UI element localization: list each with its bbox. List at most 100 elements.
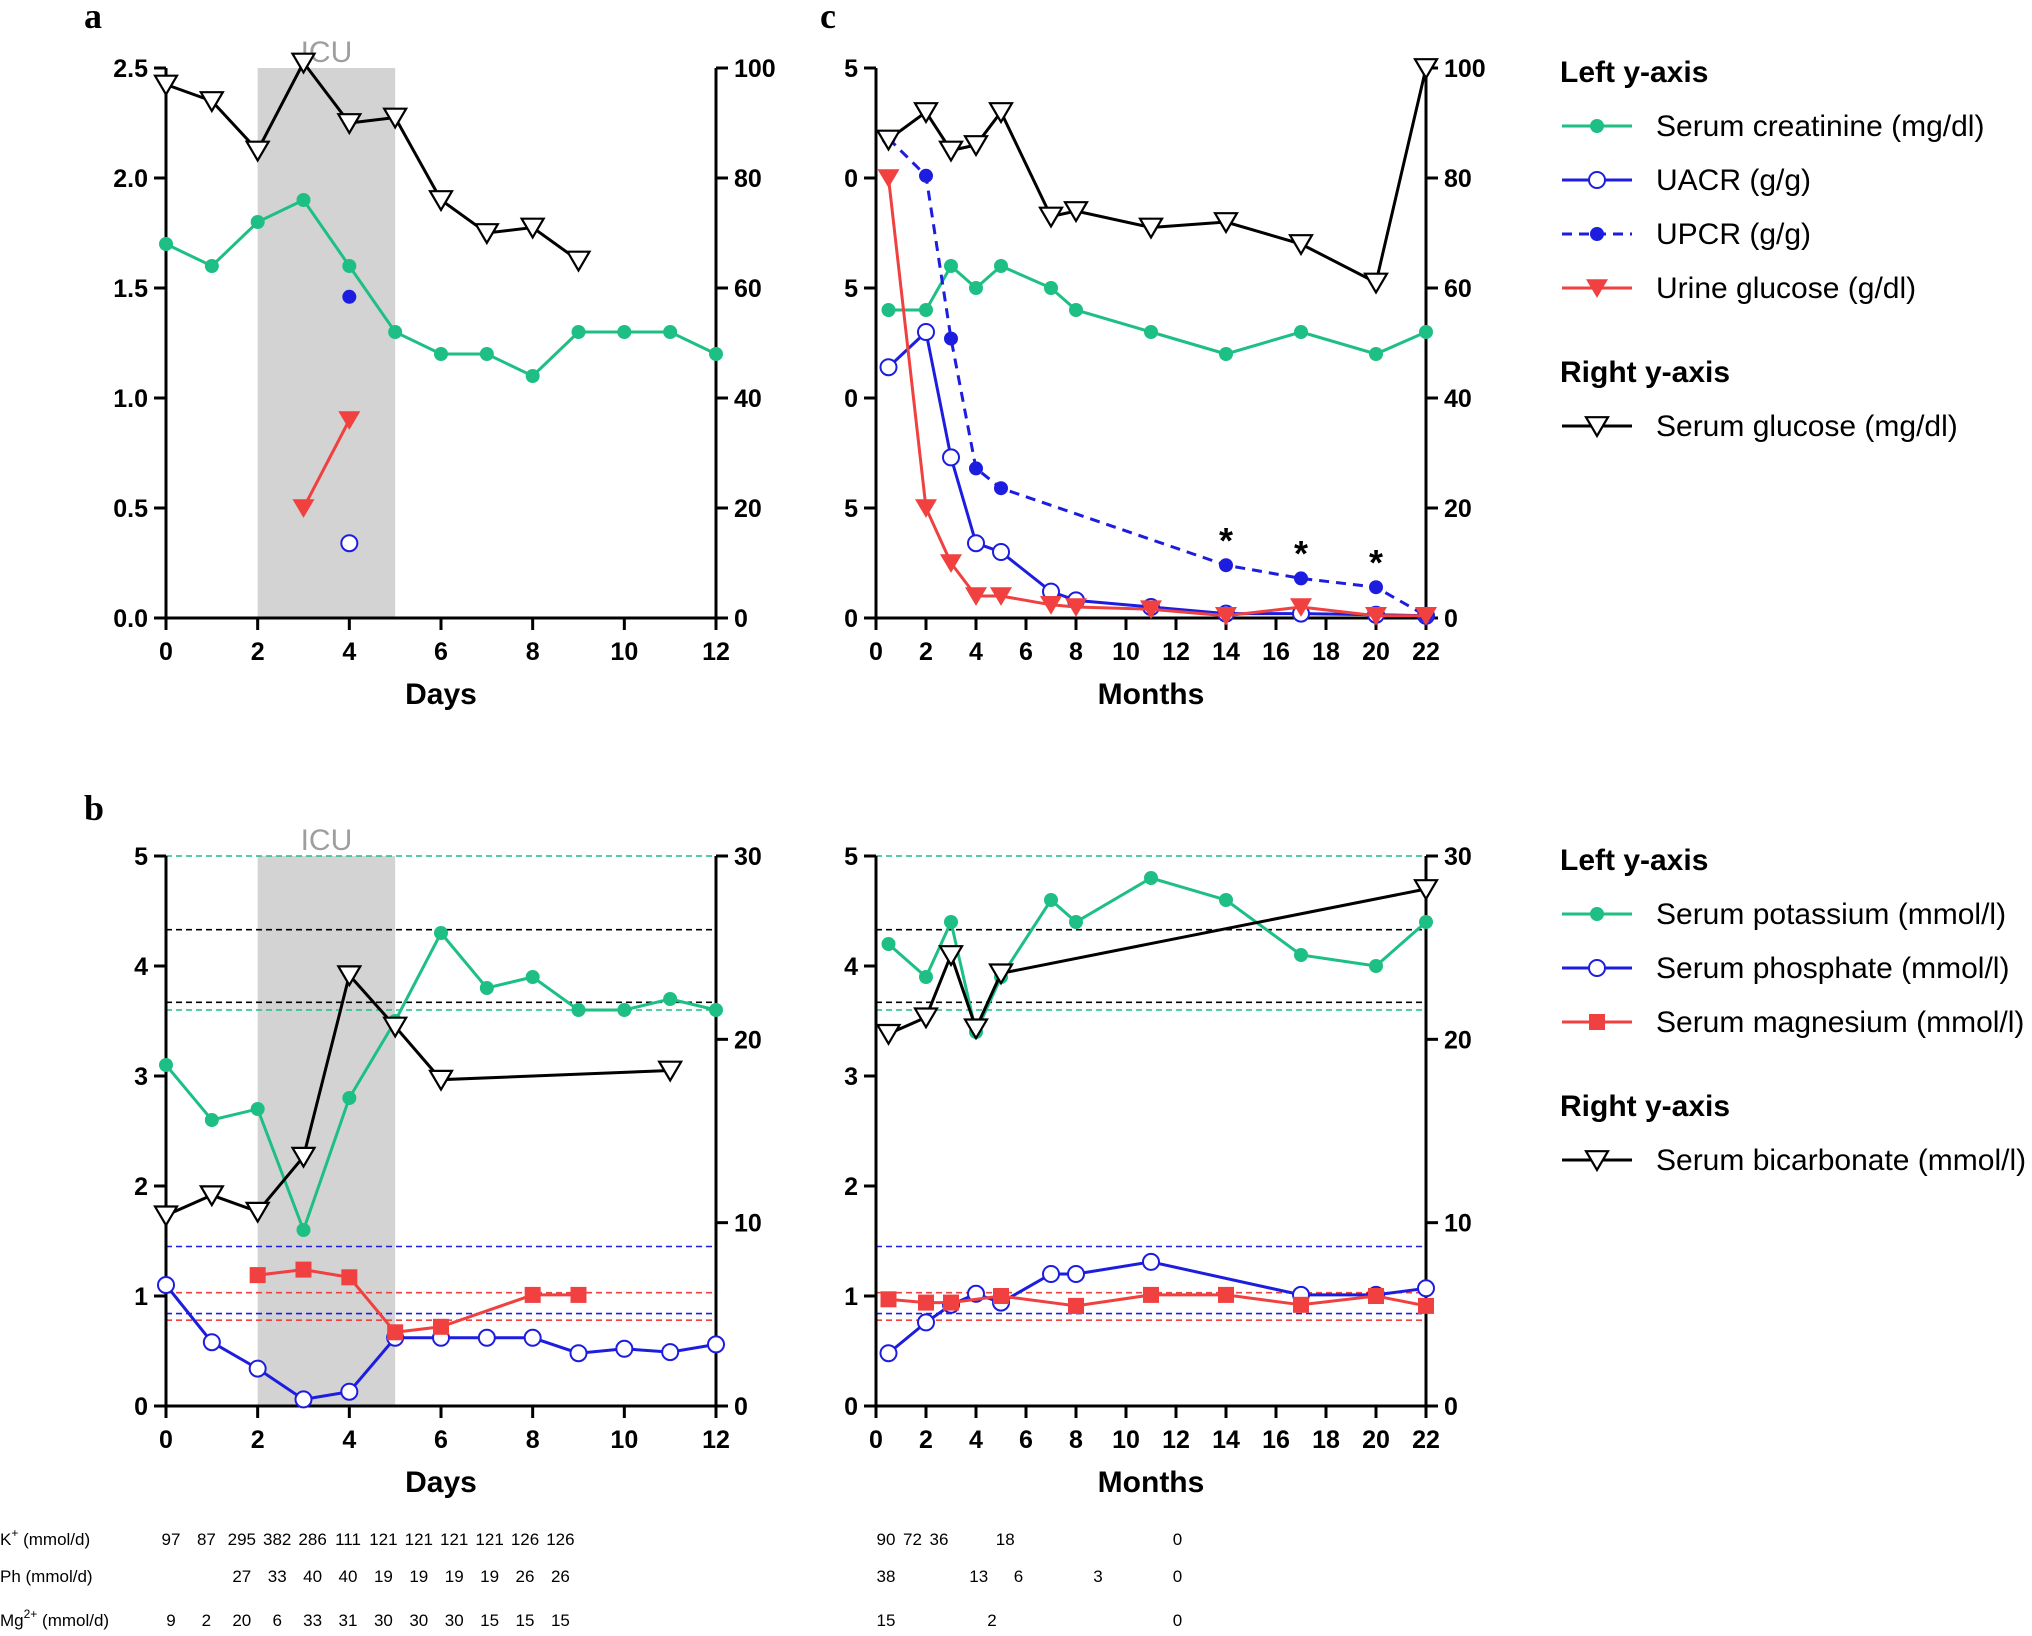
legend-item-label: Serum bicarbonate (mmol/l) xyxy=(1656,1144,2026,1177)
y-right-tick-label: 0 xyxy=(734,1393,748,1421)
data-point xyxy=(1294,325,1308,339)
data-point xyxy=(336,965,363,988)
series-line xyxy=(888,1293,1427,1308)
data-point xyxy=(204,1113,219,1127)
y-left-tick-label: 0.5 xyxy=(113,495,148,523)
table-cell: 19 xyxy=(480,1567,499,1586)
data-point xyxy=(657,1060,684,1083)
legend-marker xyxy=(1590,907,1604,921)
y-left-tick-label: 4 xyxy=(844,953,858,981)
y-left-tick-label: 0 xyxy=(844,1393,858,1421)
legend-item-label: Urine glucose (g/dl) xyxy=(1656,272,1916,305)
data-point xyxy=(709,347,723,361)
table-row-label: Ph (mmol/d) xyxy=(0,1567,93,1586)
y-left-tick-label: 5 xyxy=(844,55,858,83)
legend-group-title: Right y-axis xyxy=(1560,1090,1730,1123)
legend-item-label: UACR (g/g) xyxy=(1656,164,1811,197)
x-tick-label: 8 xyxy=(1069,638,1083,666)
data-point xyxy=(1038,206,1064,229)
x-tick-label: 6 xyxy=(434,1426,448,1454)
data-point xyxy=(1067,1265,1085,1283)
data-point xyxy=(519,217,546,240)
x-axis-title: Months xyxy=(1098,1466,1205,1499)
data-point xyxy=(1044,893,1058,907)
legend-marker xyxy=(1584,1150,1610,1173)
data-point xyxy=(875,129,902,152)
supplement-table: K+ (mmol/d) 97 87 295 382 286 111 121 121 121 121 1… xyxy=(0,1526,1182,1630)
y-left-tick-label: 1.0 xyxy=(113,385,148,413)
data-point xyxy=(338,411,361,430)
data-point xyxy=(434,926,448,940)
panel-letter: c xyxy=(820,0,836,36)
data-point xyxy=(1219,347,1233,361)
data-point xyxy=(942,448,960,467)
legend-marker xyxy=(1590,119,1604,133)
table-cell: 121 xyxy=(405,1530,433,1549)
legend-marker xyxy=(1588,171,1606,189)
data-point xyxy=(295,1261,312,1278)
table-cell: 0 xyxy=(1173,1567,1182,1586)
y-right-tick-label: 30 xyxy=(734,843,762,871)
series-serum-bicarbonate-mmol-l xyxy=(875,879,1439,1046)
data-point xyxy=(1143,1286,1159,1303)
data-point xyxy=(938,945,964,968)
data-point xyxy=(159,237,173,251)
data-point xyxy=(1365,607,1387,626)
series-line xyxy=(887,67,1428,285)
table-row-label-main: K xyxy=(0,1530,12,1549)
data-point xyxy=(1363,272,1389,295)
data-point xyxy=(875,1023,902,1046)
table-cell: 15 xyxy=(480,1611,499,1630)
data-point xyxy=(1069,915,1083,929)
table-row-label-rest: (mmol/d) xyxy=(37,1611,109,1630)
data-point xyxy=(159,1058,173,1072)
data-point xyxy=(249,1267,266,1284)
x-tick-label: 0 xyxy=(159,638,173,666)
y-right-tick-label: 80 xyxy=(1444,165,1472,193)
significance-star: * xyxy=(1294,533,1308,574)
y-right-tick-label: 40 xyxy=(734,385,762,413)
x-tick-label: 12 xyxy=(702,1426,730,1454)
data-point xyxy=(944,915,958,929)
table-cell: 87 xyxy=(197,1530,216,1549)
table-cell: 30 xyxy=(445,1611,464,1630)
series-line xyxy=(887,876,1427,1037)
data-point xyxy=(248,1359,267,1378)
data-point xyxy=(382,1016,409,1039)
data-point xyxy=(292,499,315,518)
data-point xyxy=(296,193,311,207)
data-point xyxy=(943,1294,959,1311)
data-point xyxy=(944,331,958,346)
y-right-tick-label: 20 xyxy=(1444,1026,1472,1054)
table-cell: 19 xyxy=(445,1567,464,1586)
data-point xyxy=(967,534,985,553)
data-point xyxy=(1413,58,1439,81)
x-tick-label: 20 xyxy=(1362,1426,1390,1454)
series-line xyxy=(887,329,1427,618)
data-point xyxy=(663,325,678,339)
data-point xyxy=(571,325,586,339)
data-point xyxy=(1042,1265,1060,1283)
data-point xyxy=(342,289,357,304)
table-row-label-rest: (mmol/d) xyxy=(18,1530,90,1549)
y-right-tick-label: 60 xyxy=(1444,275,1472,303)
legend-item-label: UPCR (g/g) xyxy=(1656,218,1811,251)
y-left-tick-label: 2.0 xyxy=(113,165,148,193)
data-point xyxy=(202,1333,221,1352)
y-left-tick-label: 1 xyxy=(844,1283,858,1311)
data-point xyxy=(1418,1297,1434,1314)
data-point xyxy=(153,1205,179,1228)
data-point xyxy=(881,937,896,951)
legend-top: Left y-axis Serum creatinine (mg/dl) UACR … xyxy=(1560,56,1984,443)
data-point xyxy=(992,543,1010,561)
data-point xyxy=(917,323,935,341)
table-row-label-sup: + xyxy=(11,1526,18,1540)
x-tick-label: 10 xyxy=(1112,638,1140,666)
x-tick-label: 18 xyxy=(1312,638,1340,666)
data-point xyxy=(244,1201,271,1224)
series-serum-glucose-mg-dl xyxy=(875,58,1439,295)
x-tick-label: 22 xyxy=(1412,1426,1440,1454)
x-tick-label: 2 xyxy=(919,1426,933,1454)
